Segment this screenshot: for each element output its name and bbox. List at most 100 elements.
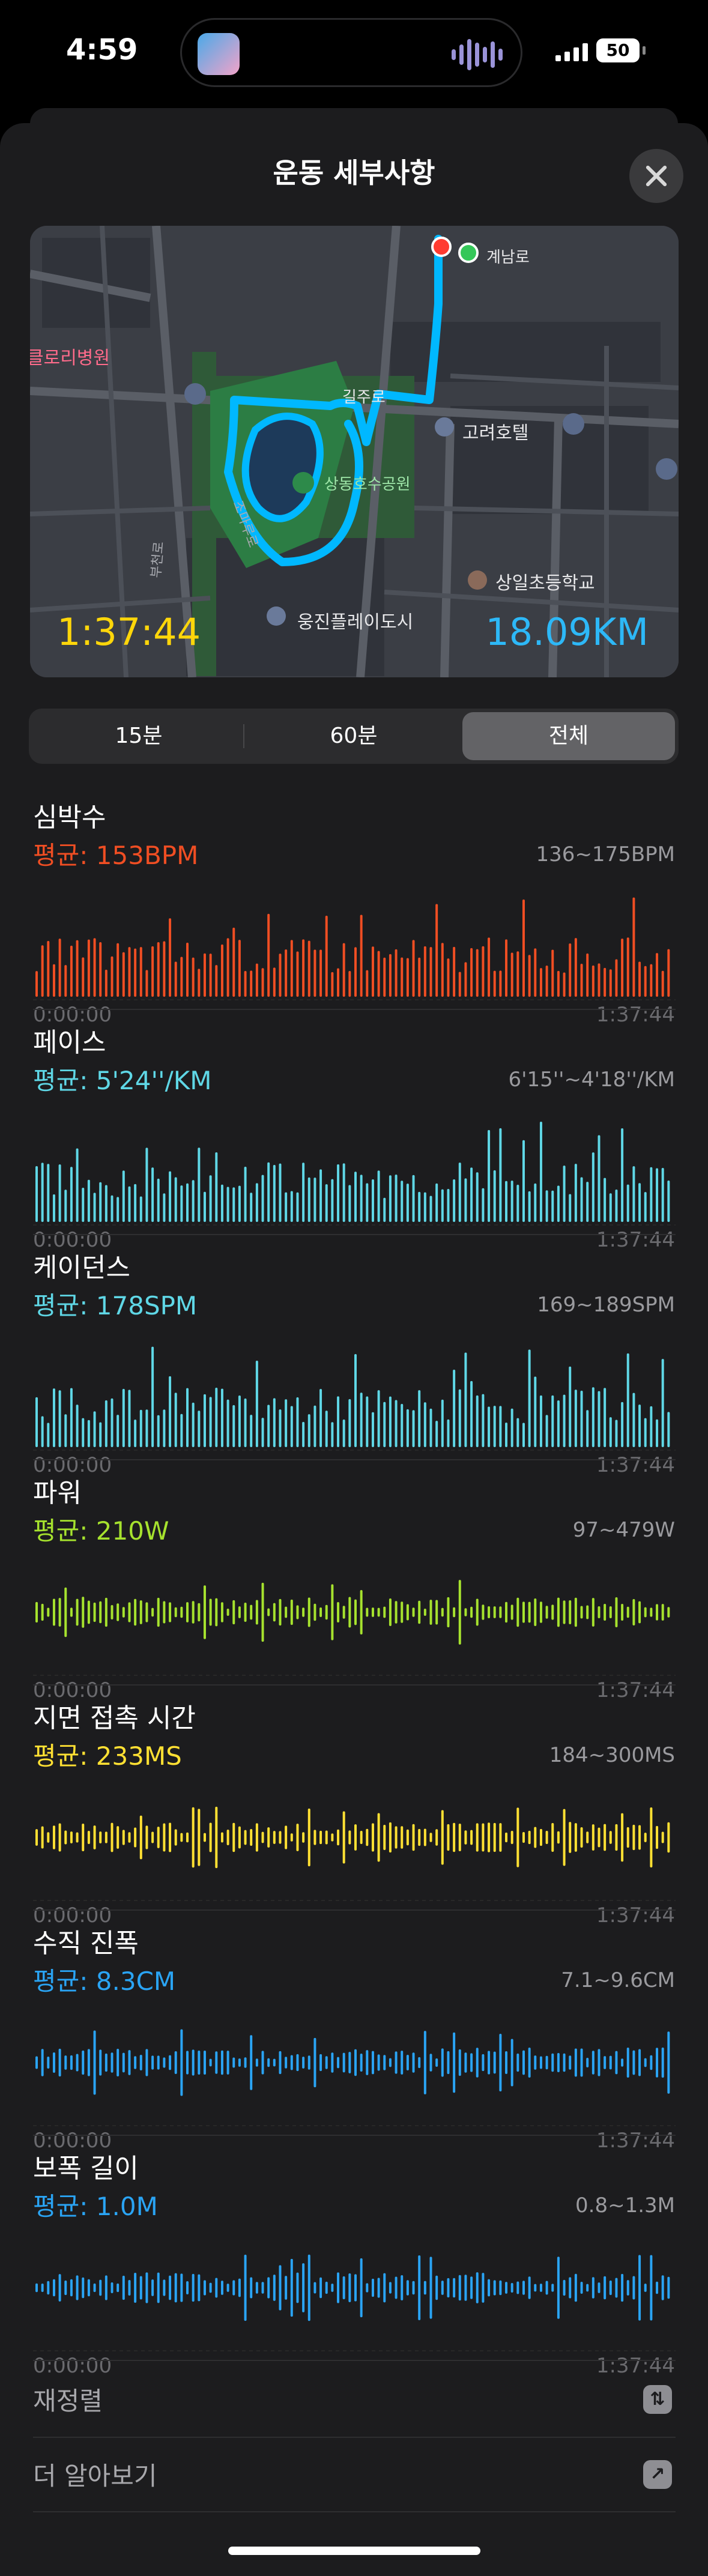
chart-bar — [626, 2280, 629, 2296]
dynamic-island[interactable] — [180, 18, 522, 87]
chart-bar — [354, 947, 357, 997]
chart-bar — [128, 1832, 131, 1843]
chart-bar — [522, 2281, 525, 2295]
metric-name: 심박수 — [33, 802, 106, 833]
chart-bar — [348, 1830, 351, 1845]
chart-bar — [626, 1606, 629, 1618]
chart-bar — [418, 957, 421, 997]
chart-bar — [122, 2052, 125, 2073]
chart-bar — [232, 2280, 235, 2296]
segment-all[interactable]: 전체 — [462, 712, 675, 760]
status-bar: 4:59 50 — [0, 0, 708, 108]
metric-ground-contact-time[interactable]: 지면 접촉 시간 평균: 233MS 184~300MS 0:00:00 1:3… — [0, 1696, 708, 1927]
chart-bar — [371, 946, 374, 997]
metric-stride-length[interactable]: 보폭 길이 평균: 1.0M 0.8~1.3M 0:00:00 1:37:44 — [0, 2147, 708, 2378]
chart-bar — [151, 946, 154, 997]
chart-bar — [348, 1597, 351, 1628]
chart-bar — [401, 1404, 404, 1447]
chart-bar — [307, 1414, 310, 1447]
chart-bar — [220, 2281, 223, 2295]
chart-bar — [470, 1830, 473, 1845]
chart-bar — [563, 2279, 566, 2296]
chart-bar — [539, 1828, 542, 1846]
chart-bar — [273, 1603, 276, 1622]
route-map[interactable]: 클로리병원 계남로 길주로 고려호텔 상동호수공원 상일초등학교 웅진플레이도시… — [30, 226, 679, 677]
chart-bar — [203, 1394, 206, 1447]
segment-15min[interactable]: 15분 — [115, 724, 163, 748]
chart-bar — [528, 1191, 531, 1222]
reorder-row[interactable]: 재정렬 ⇅ — [0, 2363, 708, 2435]
chart-bar — [621, 1128, 624, 1222]
external-link-icon[interactable]: ↗ — [643, 2460, 672, 2489]
chart-bar — [169, 1376, 172, 1447]
chart-bar — [539, 968, 542, 997]
chart-bar — [302, 2263, 305, 2312]
metric-range: 0.8~1.3M — [575, 2194, 675, 2218]
metric-vertical-oscillation[interactable]: 수직 진폭 평균: 8.3CM 7.1~9.6CM 0:00:00 1:37:4… — [0, 1921, 708, 2153]
chart-bar — [488, 1822, 491, 1852]
chart-bar — [609, 2280, 612, 2296]
segment-60min[interactable]: 60분 — [330, 724, 378, 748]
chart-bar — [360, 915, 363, 997]
chart-bar — [395, 1400, 398, 1447]
chart-bar — [493, 970, 496, 997]
chart-bar — [592, 1824, 595, 1851]
chart-bar — [574, 938, 577, 997]
learn-more-row[interactable]: 더 알아보기 ↗ — [0, 2438, 708, 2510]
chart-bar — [644, 966, 647, 997]
chart-bar — [516, 2281, 519, 2294]
chart-bar — [41, 1163, 44, 1222]
chart-bar — [337, 1829, 340, 1846]
chart-bar — [116, 1197, 120, 1222]
chart-bar — [412, 1607, 415, 1617]
chart-bar — [626, 2047, 629, 2078]
chart-bar — [435, 2058, 438, 2067]
chart-bar — [290, 1833, 293, 1842]
chart-bar — [435, 904, 438, 997]
chart-bar — [528, 2276, 531, 2299]
chart-bar — [516, 1184, 519, 1222]
chart-bar — [58, 939, 61, 997]
chart-bar — [348, 970, 351, 997]
chart-bar — [592, 2051, 595, 2075]
chart-bar — [52, 2052, 55, 2073]
chart-bar — [621, 1603, 624, 1621]
chart-bar — [273, 967, 276, 997]
chart-bar — [307, 1177, 310, 1222]
metric-cadence[interactable]: 케이던스 평균: 178SPM 169~189SPM 0:00:00 1:37:… — [0, 1246, 708, 1477]
chart-bar — [110, 1604, 113, 1620]
chart-bar — [609, 1417, 612, 1447]
chart-bar — [296, 2272, 299, 2303]
metric-heart-rate[interactable]: 심박수 평균: 153BPM 136~175BPM 0:00:00 1:37:4… — [0, 796, 708, 1027]
chart-bar — [174, 1177, 177, 1222]
chart-bar — [615, 2051, 618, 2075]
chart-bar — [545, 965, 548, 997]
chart-bar — [139, 947, 142, 997]
reorder-icon[interactable]: ⇅ — [643, 2385, 672, 2414]
chart-bar — [371, 1823, 374, 1852]
chart-bar — [244, 2057, 247, 2068]
chart-bar — [134, 1827, 137, 1848]
chart-bar — [180, 1413, 183, 1447]
chart-bar — [493, 1606, 496, 1618]
metric-power[interactable]: 파워 평균: 210W 97~479W 0:00:00 1:37:44 — [0, 1471, 708, 1702]
chart-bar — [522, 2050, 525, 2075]
chart-bar — [423, 946, 426, 997]
chart-bar — [209, 1175, 212, 1222]
chart-bar — [163, 1823, 166, 1852]
chart-bar — [267, 1827, 270, 1848]
chart-bar — [192, 1601, 195, 1624]
map-label-park: 상동호수공원 — [324, 476, 411, 494]
map-label-road-mid: 길주로 — [342, 389, 386, 407]
chart-bar — [58, 1823, 61, 1852]
chart-bar — [389, 1175, 392, 1222]
chart-bar — [429, 2054, 432, 2072]
chart-bar — [52, 1825, 55, 1849]
home-indicator[interactable] — [228, 2547, 480, 2555]
time-range-segmented-control[interactable]: 15분 60분 전체 — [29, 709, 679, 764]
metric-pace[interactable]: 페이스 평균: 5'24''/KM 6'15''~4'18''/KM 0:00:… — [0, 1021, 708, 1252]
close-button[interactable] — [629, 149, 683, 203]
chart-bar — [296, 1397, 299, 1447]
chart-bar — [604, 967, 607, 997]
chart-bar — [285, 1192, 288, 1222]
